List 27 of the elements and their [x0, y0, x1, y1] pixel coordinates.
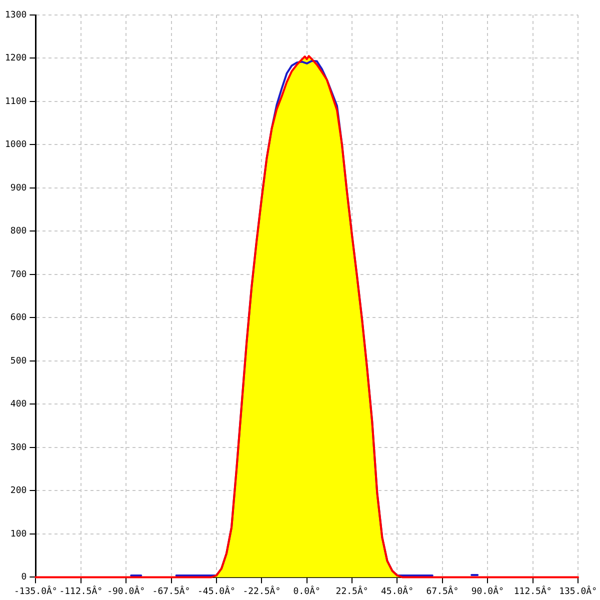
y-tick-label: 0: [21, 572, 27, 583]
y-tick-label: 400: [10, 400, 27, 410]
x-tick-label: 22.5Â°: [336, 584, 368, 597]
y-tick-label: 200: [10, 486, 27, 496]
y-tick-label: 600: [10, 313, 27, 324]
y-tick-label: 900: [10, 183, 27, 194]
x-tick-label: -135.0Â°: [14, 584, 58, 597]
y-tick-label: 1100: [4, 96, 27, 107]
y-tick-label: 1300: [4, 10, 27, 20]
y-tick-label: 700: [10, 270, 27, 280]
x-tick-label: 135.0Â°: [559, 584, 598, 597]
x-tick-label: 45.0Â°: [380, 584, 414, 597]
x-tick-label: -112.5Â°: [59, 584, 103, 597]
x-tick-label: -45.0Â°: [197, 584, 236, 597]
x-tick-label: 112.5Â°: [514, 584, 552, 597]
y-tick-label: 800: [10, 226, 27, 237]
y-tick-label: 100: [10, 529, 27, 540]
x-tick-label: -90.0Â°: [107, 584, 146, 597]
y-tick-label: 1000: [4, 140, 27, 150]
y-tick-label: 300: [10, 442, 27, 453]
x-tick-label: -67.5Â°: [152, 584, 190, 597]
x-tick-label: 67.5Â°: [426, 584, 459, 597]
x-tick-label: -22.5Â°: [242, 584, 281, 597]
y-tick-label: 500: [10, 356, 27, 366]
x-tick-label: 0.0Â°: [293, 584, 320, 597]
y-tick-label: 1200: [4, 54, 27, 64]
x-tick-label: 90.0Â°: [471, 584, 504, 597]
